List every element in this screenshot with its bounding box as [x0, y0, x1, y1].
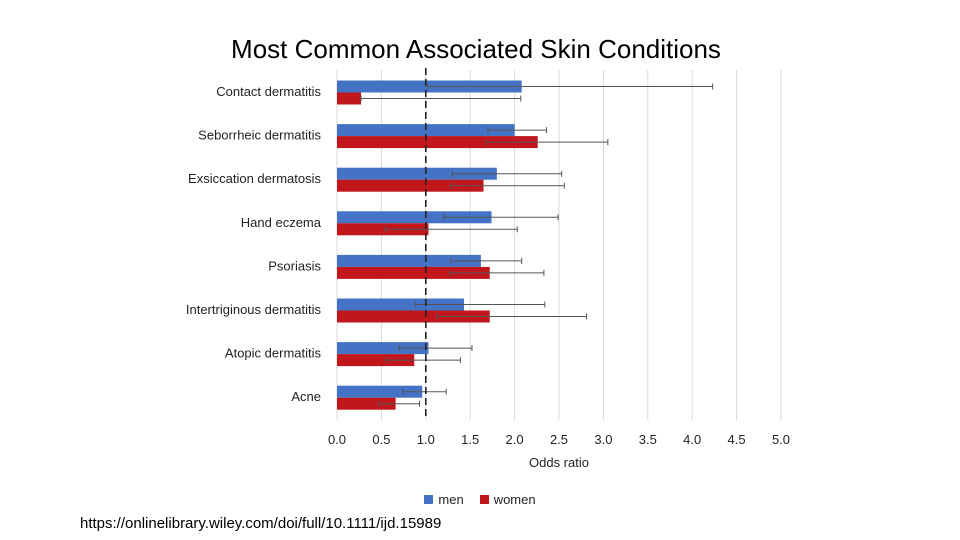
women-error-bar — [450, 182, 565, 189]
men-error-bar — [414, 301, 546, 308]
x-tick-label: 0.0 — [328, 432, 346, 447]
x-tick-label: 0.5 — [372, 432, 390, 447]
x-tick-label: 4.5 — [728, 432, 746, 447]
category-label: Exsiccation dermatosis — [188, 171, 321, 186]
category-label: Seborrheic dermatitis — [198, 128, 321, 143]
men-bar — [337, 167, 497, 180]
men-bar — [337, 211, 492, 224]
category-labels: Contact dermatitis Seborrheic dermatitis E… — [186, 84, 322, 404]
gridlines — [336, 70, 782, 420]
women-bar — [337, 354, 415, 367]
chart-title: Most Common Associated Skin Conditions — [231, 34, 721, 64]
women-error-bar — [384, 226, 518, 233]
men-error-bar — [487, 127, 548, 134]
legend-swatch — [479, 495, 489, 505]
x-tick-label: 5.0 — [772, 432, 790, 447]
women-error-bar — [360, 95, 522, 102]
men-bar — [337, 385, 423, 398]
men-bar — [337, 124, 515, 137]
men-bar — [337, 342, 429, 355]
x-tick-label: 1.5 — [461, 432, 479, 447]
x-tick-label: 2.5 — [550, 432, 568, 447]
men-error-bar — [450, 257, 523, 264]
men-error-bar — [443, 214, 559, 221]
women-bar — [337, 266, 490, 279]
x-tick-label: 3.0 — [594, 432, 612, 447]
men-error-bar — [427, 83, 714, 90]
legend-swatch — [424, 495, 434, 505]
x-axis-title: Odds ratio — [529, 455, 589, 470]
men-error-bar — [451, 170, 563, 177]
category-label: Atopic dermatitis — [225, 346, 322, 361]
legend-item-women[interactable]: women — [479, 492, 536, 507]
women-error-bar — [385, 357, 461, 364]
legend-label: women — [493, 492, 536, 507]
women-error-bar — [449, 269, 545, 276]
x-tick-label: 1.0 — [417, 432, 435, 447]
legend[interactable]: men women — [0, 492, 960, 507]
women-error-bar — [378, 400, 421, 407]
x-tick-label: 4.0 — [683, 432, 701, 447]
legend-item-men[interactable]: men — [424, 492, 464, 507]
category-label: Contact dermatitis — [216, 84, 321, 99]
women-error-bar — [435, 313, 588, 320]
category-label: Acne — [291, 389, 321, 404]
women-bar — [337, 397, 396, 410]
x-tick-label: 3.5 — [639, 432, 657, 447]
x-tick-label: 2.0 — [506, 432, 524, 447]
men-bar — [337, 298, 464, 311]
men-bar — [337, 254, 481, 267]
error-bars — [360, 83, 714, 407]
women-bar — [337, 136, 538, 149]
bars — [337, 80, 538, 410]
category-label: Intertriginous dermatitis — [186, 302, 322, 317]
women-error-bar — [485, 139, 609, 146]
men-error-bar — [398, 345, 473, 352]
x-tick-labels: 0.0 0.5 1.0 1.5 2.0 2.5 3.0 3.5 4.0 4.5 5.0 — [328, 432, 790, 447]
source-url[interactable]: https://onlinelibrary.wiley.com/doi/full… — [80, 515, 442, 532]
women-bar — [337, 92, 361, 105]
legend-label: men — [438, 492, 464, 507]
men-error-bar — [402, 388, 447, 395]
women-bar — [337, 310, 490, 323]
category-label: Psoriasis — [268, 258, 321, 273]
women-bar — [337, 179, 484, 192]
women-bar — [337, 223, 429, 236]
category-label: Hand eczema — [241, 215, 322, 230]
